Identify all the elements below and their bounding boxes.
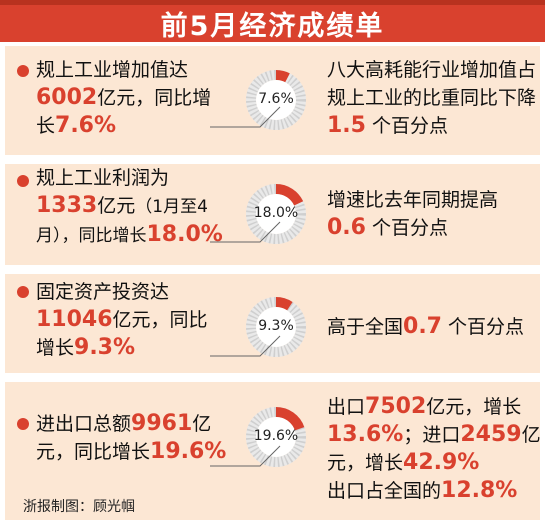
s4-r-import-unit: 亿	[521, 424, 541, 446]
donut-slice	[246, 297, 306, 357]
donut-4-label: 19.6%	[253, 428, 299, 444]
donut-slice	[246, 70, 306, 130]
section2-right-text: 增速比去年同期提高 0.6 个百分点	[327, 186, 498, 242]
bullet-dot	[17, 286, 29, 298]
donut-1-label: 7.6%	[258, 91, 294, 107]
section4-left-text: 进出口总额9961亿 元，同比增长19.6%	[36, 410, 226, 466]
s4-label: 进出口总额	[36, 413, 132, 435]
s2-right-line1: 增速比去年同期提高	[327, 189, 499, 211]
s1-right-line1: 八大高耗能行业增加值占	[327, 59, 537, 81]
s1-value: 6002	[36, 85, 98, 110]
s4-pct: 19.6%	[150, 439, 227, 464]
s2-value: 1333	[36, 193, 98, 218]
s3-right-unit: 个百分点	[448, 316, 525, 338]
s2-unit: 亿元	[97, 195, 136, 217]
donut-chart-4	[246, 407, 306, 467]
separator	[5, 373, 540, 382]
s4-r-export-value: 7502	[365, 394, 427, 419]
donut-slice	[246, 407, 306, 467]
s2-right-value: 0.6	[327, 215, 366, 240]
donut-3-label: 9.3%	[258, 318, 294, 334]
header-banner: 前5月经济成绩单	[0, 0, 545, 42]
connector-line-3	[210, 335, 281, 357]
s4-r-import-value: 2459	[460, 422, 522, 447]
connector-line-1	[210, 106, 281, 128]
s4-r-share-pre: 出口占全国的	[327, 480, 442, 502]
s2-right-unit: 个百分点	[372, 217, 449, 239]
s4-r-import-pre: ；进口	[403, 424, 461, 446]
section3-left-text: 固定资产投资达 11046亿元，同比 增长9.3%	[36, 278, 208, 362]
s1-word: 长	[36, 115, 56, 137]
s2-label: 规上工业利润为	[36, 167, 170, 189]
bullet-dot	[17, 175, 29, 187]
s3-value: 11046	[36, 307, 113, 332]
s2-pct: 18.0%	[146, 222, 223, 247]
s4-r-import-word: 元，增长	[327, 452, 404, 474]
s2-period: （1月至4	[135, 197, 208, 217]
donut-chart-2	[246, 184, 306, 244]
page-title: 前5月经济成绩单	[160, 11, 385, 42]
donut-hole	[256, 80, 296, 120]
section3-right-text: 高于全国0.7 个百分点	[327, 313, 524, 341]
s3-right-value: 0.7	[403, 314, 442, 339]
donut-2-label: 18.0%	[253, 205, 299, 221]
connector-line-2	[210, 221, 281, 243]
donut-slice	[246, 184, 306, 244]
section1-right-text: 八大高耗能行业增加值占 规上工业的比重同比下降 1.5 个百分点	[327, 56, 536, 140]
credit-text: 浙报制图：顾光帼	[23, 499, 135, 515]
bullet-dot	[17, 65, 29, 77]
s4-word: 元，同比增长	[36, 441, 151, 463]
section1-left-text: 规上工业增加值达 6002亿元，同比增 长7.6%	[36, 56, 211, 140]
donut-hole	[256, 417, 296, 457]
s3-label: 固定资产投资达	[36, 281, 170, 303]
s1-unit: 亿元，同比增	[97, 87, 212, 109]
donut-chart-1	[246, 70, 306, 130]
separator	[5, 265, 540, 274]
section2-left-text: 规上工业利润为 1333亿元（1月至4 月），同比增长18.0%	[36, 164, 223, 250]
s4-r-export-unit: 亿元，增长	[426, 396, 522, 418]
s4-r-export-pct: 13.6%	[327, 422, 404, 447]
donut-chart-3	[246, 297, 306, 357]
s1-right-value: 1.5	[327, 113, 366, 138]
s3-unit: 亿元，同比	[112, 309, 208, 331]
connector-line-4	[210, 445, 281, 467]
s4-unit: 亿	[192, 413, 212, 435]
s1-right-unit: 个百分点	[372, 115, 449, 137]
donut-hole	[256, 194, 296, 234]
s4-r-import-pct: 42.9%	[403, 450, 480, 475]
s4-r-share-pct: 12.8%	[441, 478, 518, 503]
s1-label: 规上工业增加值达	[36, 59, 189, 81]
s4-value: 9961	[131, 411, 193, 436]
donut-hole	[256, 307, 296, 347]
s3-word: 增长	[36, 337, 75, 359]
s1-pct: 7.6%	[55, 113, 117, 138]
s3-right-pre: 高于全国	[327, 316, 404, 338]
s4-r-export-pre: 出口	[327, 396, 366, 418]
s2-word: 月），同比增长	[36, 226, 147, 246]
separator	[5, 155, 540, 164]
s1-right-line2: 规上工业的比重同比下降	[327, 87, 537, 109]
s3-pct: 9.3%	[74, 335, 136, 360]
section4-right-text: 出口7502亿元，增长 13.6%；进口2459亿 元，增长42.9% 出口占全…	[327, 393, 541, 505]
header-top-bar	[0, 0, 545, 5]
bullet-dot	[17, 418, 29, 430]
